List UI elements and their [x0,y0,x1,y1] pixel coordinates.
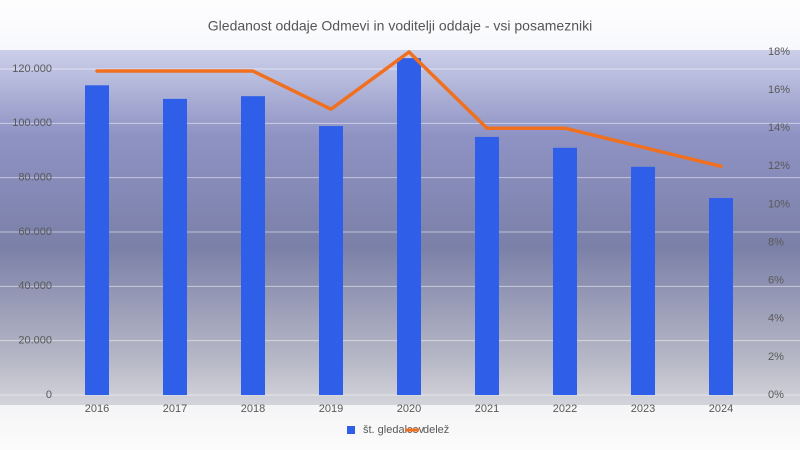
y2-tick-label: 10% [768,198,790,210]
bar [553,147,577,395]
x-tick-label: 2020 [397,403,421,415]
y2-tick-label: 18% [768,46,790,58]
chart-title: Gledanost oddaje Odmevi in voditelji odd… [208,18,592,34]
x-tick-label: 2024 [709,403,733,415]
footer-band [0,405,800,450]
y-tick-label: 60.000 [18,226,52,238]
y-tick-label: 80.000 [18,172,52,184]
legend-swatch [347,426,355,434]
x-tick-label: 2023 [631,403,655,415]
bar [319,126,343,396]
y-tick-label: 20.000 [18,335,52,347]
bar [85,85,109,396]
bar [709,198,733,395]
legend-label: delež [423,424,449,436]
x-tick-label: 2016 [85,403,109,415]
legend-label: št. gledalcev [363,424,425,436]
x-tick-label: 2018 [241,403,265,415]
y-tick-label: 0 [46,389,52,401]
bar [631,166,655,395]
bar [163,98,187,395]
y2-tick-label: 0% [768,389,784,401]
bar [475,136,499,395]
y2-tick-label: 4% [768,313,784,325]
x-tick-label: 2017 [163,403,187,415]
y2-tick-label: 12% [768,160,790,172]
y2-tick-label: 6% [768,275,784,287]
x-tick-label: 2019 [319,403,343,415]
bar [241,96,265,396]
y-tick-label: 120.000 [12,63,52,75]
y2-tick-label: 16% [768,84,790,96]
y-tick-label: 40.000 [18,280,52,292]
y-tick-label: 100.000 [12,117,52,129]
y2-tick-label: 2% [768,351,784,363]
bar [397,58,421,396]
x-tick-label: 2022 [553,403,577,415]
y2-tick-label: 8% [768,236,784,248]
line [95,50,723,169]
y2-tick-label: 14% [768,122,790,134]
title-band [0,0,800,50]
x-tick-label: 2021 [475,403,499,415]
